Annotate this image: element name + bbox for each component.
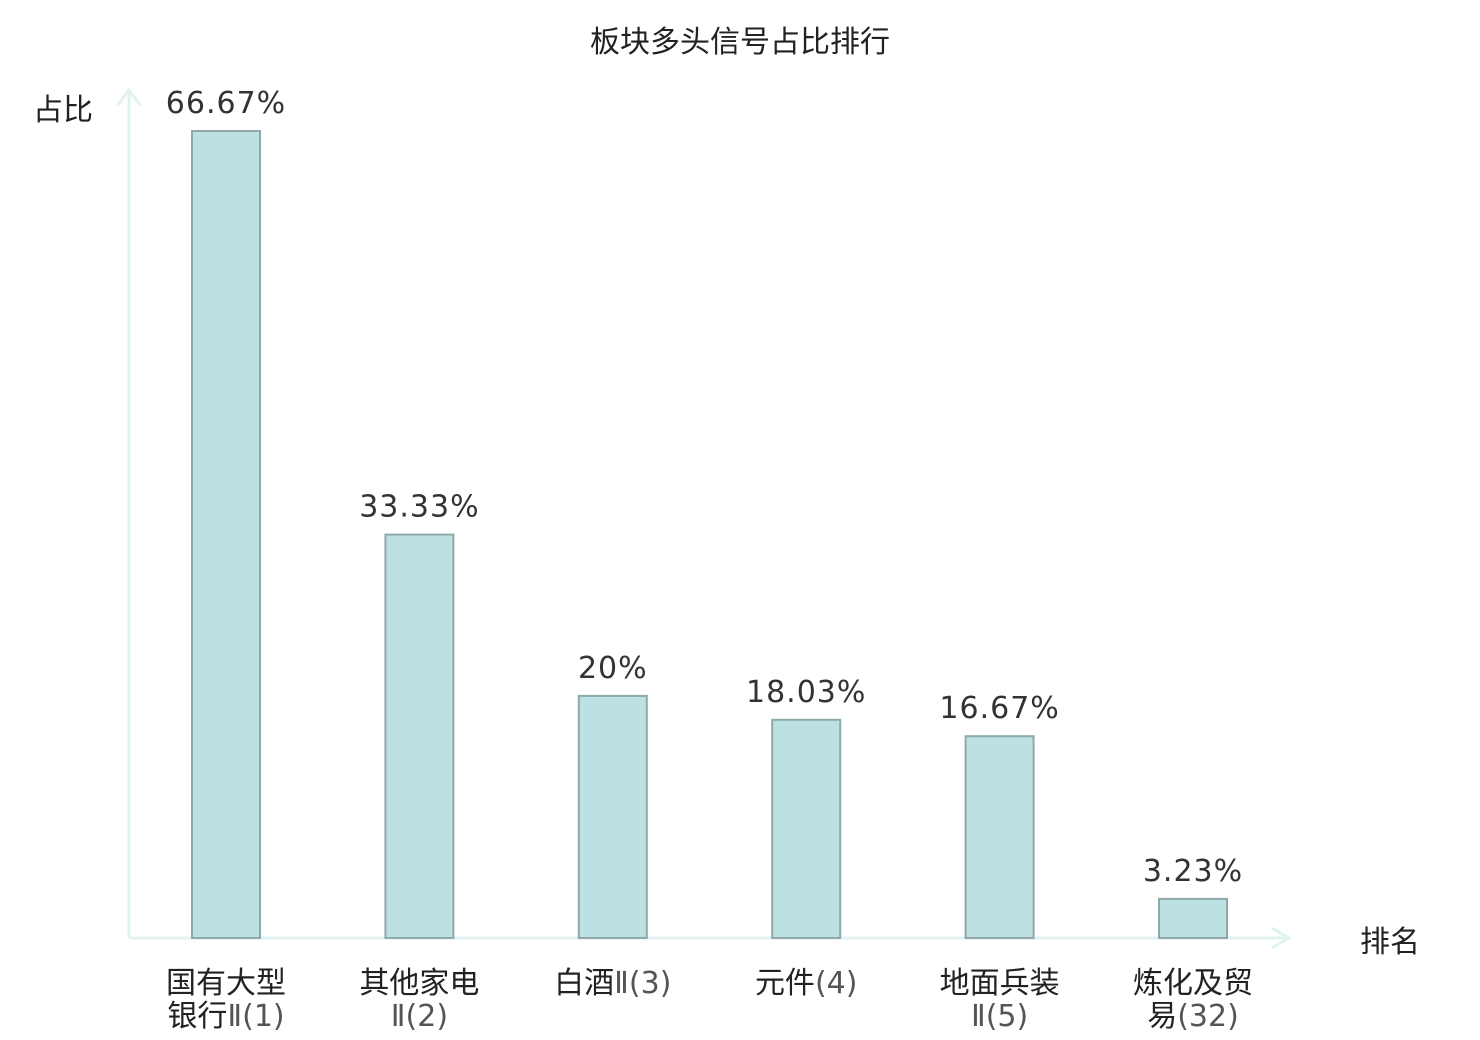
- y-axis-label: 占比: [33, 93, 93, 128]
- value-label-6: 3.23%: [1143, 854, 1243, 889]
- value-label-5: 16.67%: [939, 691, 1059, 726]
- category-rank: Ⅱ(1): [227, 999, 284, 1034]
- category-name: 易: [1147, 999, 1177, 1034]
- category-label-2-line-2: Ⅱ(2): [391, 999, 448, 1034]
- category-label-6-line-2: 易(32): [1147, 999, 1239, 1034]
- category-name: 地面兵装: [940, 966, 1060, 1001]
- bars-group: [191, 130, 1228, 940]
- bar-2: [384, 533, 455, 939]
- x-axis-arrow-icon: [1271, 926, 1292, 950]
- category-label-5-line-1: 地面兵装: [940, 966, 1060, 1001]
- category-name: 元件: [755, 966, 815, 1001]
- category-label-3-line-1: 白酒Ⅱ(3): [554, 966, 671, 1001]
- category-name: 其他家电: [359, 966, 479, 1001]
- category-rank: (4): [815, 966, 858, 1001]
- bar-4: [771, 718, 842, 939]
- category-label-4-line-1: 元件(4): [755, 966, 858, 1001]
- value-label-2: 33.33%: [359, 490, 479, 525]
- chart-title: 板块多头信号占比排行: [590, 25, 890, 60]
- category-label-6-line-1: 炼化及贸: [1133, 966, 1253, 1001]
- x-axis: [129, 926, 1292, 950]
- category-label-1-line-2: 银行Ⅱ(1): [167, 999, 284, 1034]
- category-rank: (32): [1177, 999, 1239, 1034]
- y-axis: [116, 87, 142, 938]
- bar-3: [577, 694, 648, 940]
- value-label-3: 20%: [578, 651, 648, 686]
- bar-1: [191, 130, 261, 939]
- category-label-2-line-1: 其他家电: [359, 966, 479, 1001]
- category-name: 白酒: [554, 966, 614, 1001]
- category-name: 炼化及贸: [1133, 966, 1253, 1001]
- category-name: 国有大型: [166, 966, 286, 1001]
- value-label-4: 18.03%: [746, 675, 866, 710]
- category-label-1-line-1: 国有大型: [166, 966, 286, 1001]
- category-rank: Ⅱ(5): [971, 999, 1028, 1034]
- category-label-5-line-2: Ⅱ(5): [971, 999, 1028, 1034]
- value-labels-group: 66.67% 33.33% 20% 18.03% 16.67% 3.23%: [166, 86, 1243, 889]
- y-axis-arrow-icon: [116, 87, 142, 106]
- bar-6: [1158, 897, 1228, 940]
- category-rank: Ⅱ(3): [614, 966, 671, 1001]
- category-rank: Ⅱ(2): [391, 999, 448, 1034]
- category-name: 银行: [167, 999, 227, 1034]
- x-axis-label: 排名: [1360, 925, 1420, 960]
- value-label-1: 66.67%: [166, 86, 286, 121]
- bar-5: [964, 735, 1035, 940]
